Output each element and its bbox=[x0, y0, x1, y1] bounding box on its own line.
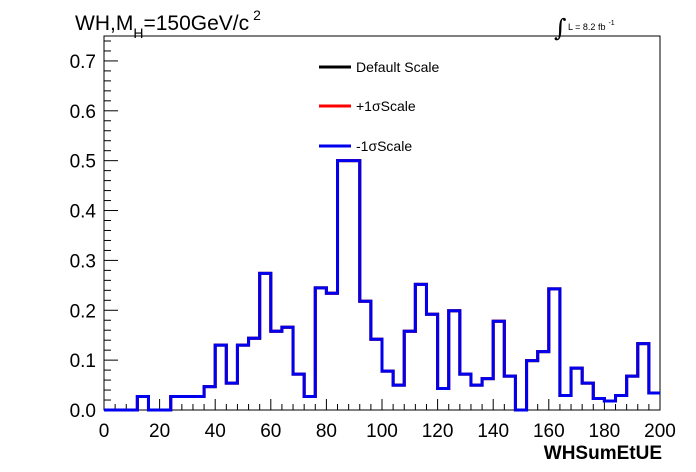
chart-annotation-title: WH,MH=150GeV/c 2 bbox=[75, 7, 261, 41]
x-axis-label: WHSumEtUE bbox=[544, 443, 662, 464]
y-tick-label: 0.5 bbox=[70, 152, 96, 173]
y-tick-label: 0.6 bbox=[70, 102, 96, 123]
x-tick-label: 40 bbox=[205, 421, 226, 442]
x-tick-label: 120 bbox=[422, 421, 454, 442]
series-layer bbox=[104, 159, 660, 412]
y-tick-label: 0.7 bbox=[70, 52, 96, 73]
x-tick-label: 140 bbox=[477, 421, 509, 442]
title-rest: =150GeV/c bbox=[143, 12, 249, 35]
lumi-text: L = 8.2 fb bbox=[568, 22, 605, 32]
legend: Default Scale +1σScale -1σScale bbox=[319, 59, 439, 154]
x-tick-label: 60 bbox=[260, 421, 281, 442]
title-main: WH,M bbox=[75, 12, 133, 35]
x-tick-label: 0 bbox=[99, 421, 110, 442]
x-tick-label: 200 bbox=[644, 421, 676, 442]
title-sup: 2 bbox=[253, 7, 261, 23]
y-axis: 0.0 0.1 0.2 0.3 0.4 0.5 0.6 0.7 bbox=[70, 40, 118, 422]
x-tick-label: 180 bbox=[589, 421, 621, 442]
lumi-annotation: L = 8.2 fb -1 bbox=[568, 20, 615, 32]
y-tick-label: 0.2 bbox=[70, 301, 96, 322]
lumi-integral: ∫ bbox=[554, 14, 567, 42]
x-axis: 0 20 40 60 80 100 120 140 160 180 200 bbox=[99, 399, 676, 442]
x-tick-label: 20 bbox=[149, 421, 170, 442]
legend-entry-0: Default Scale bbox=[356, 59, 439, 75]
x-tick-label: 80 bbox=[316, 421, 337, 442]
title-sub: H bbox=[133, 25, 143, 41]
x-tick-label: 160 bbox=[533, 421, 565, 442]
y-tick-label: 0.4 bbox=[70, 202, 97, 223]
x-tick-label: 100 bbox=[366, 421, 398, 442]
series-line-2 bbox=[104, 159, 660, 412]
y-tick-label: 0.1 bbox=[70, 351, 96, 372]
y-tick-label: 0.3 bbox=[70, 251, 96, 272]
legend-entry-2: -1σScale bbox=[356, 138, 412, 154]
legend-entry-1: +1σScale bbox=[356, 98, 416, 114]
lumi-sup: -1 bbox=[608, 20, 614, 27]
y-tick-label: 0.0 bbox=[70, 401, 96, 422]
